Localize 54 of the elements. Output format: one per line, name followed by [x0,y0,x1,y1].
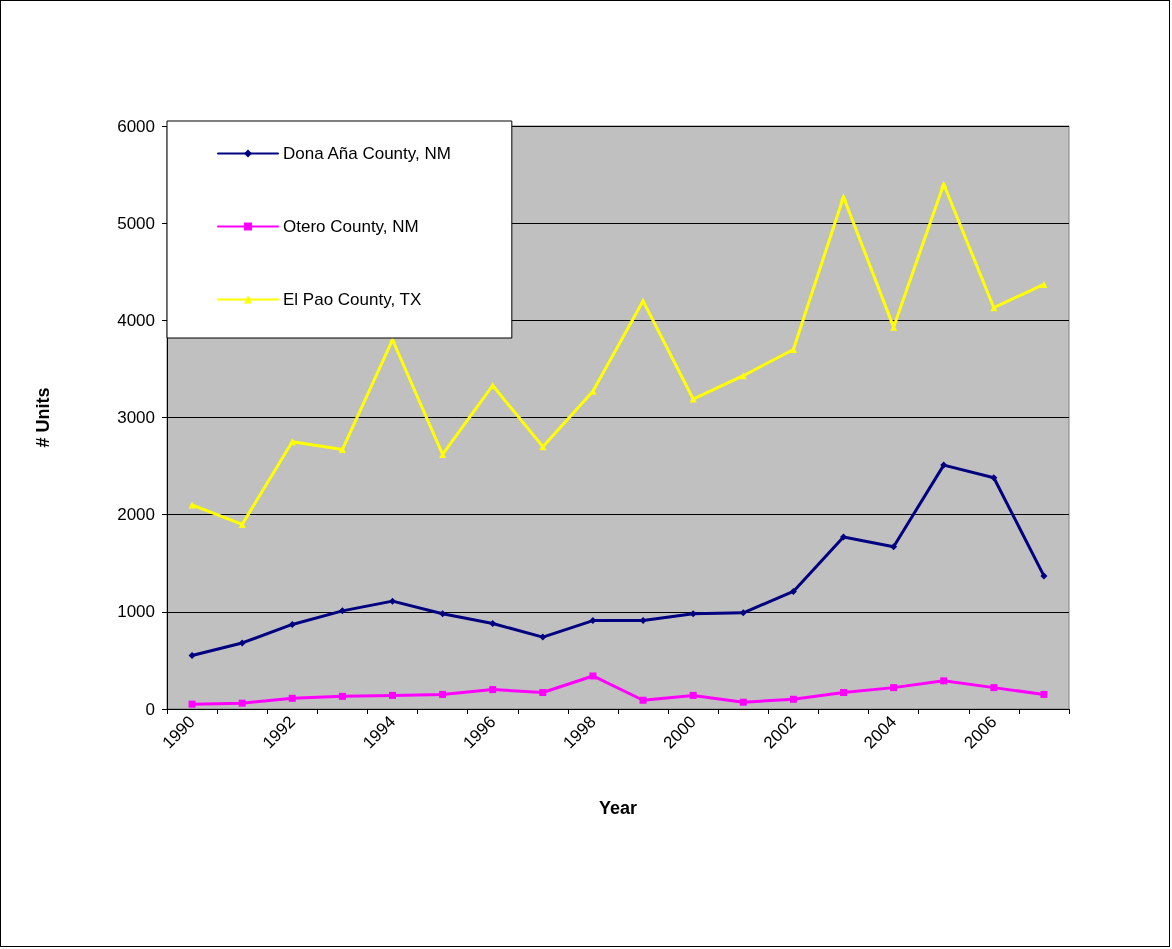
y-tick-label: 3000 [117,408,155,427]
point [288,694,296,702]
point [589,672,597,680]
point [188,700,196,708]
legend-label: Otero County, NM [283,217,419,236]
point [338,607,346,615]
x-axis-title: Year [598,798,638,818]
point [739,609,747,617]
point [338,446,346,454]
point [990,684,998,692]
point [840,193,847,201]
y-tick-label: 2000 [117,505,155,525]
legend-label: El Pao County, TX [283,290,422,309]
point [439,610,447,618]
point [789,695,797,703]
point [539,443,547,451]
point [940,677,948,685]
point [1040,690,1048,698]
point [840,688,847,696]
point [389,691,396,699]
point [940,461,948,469]
point [990,474,998,482]
point [890,543,898,551]
point [689,395,697,403]
point [639,696,647,704]
y-tick-label: 6000 [117,116,155,136]
point [188,652,196,660]
y-tick-label: 1000 [117,602,155,622]
point [389,597,396,605]
point [940,180,948,188]
point [439,690,447,698]
point [539,633,547,641]
y-tick-label: 4000 [117,310,155,330]
y-tick-label: 5000 [117,213,155,233]
point [739,698,747,706]
point [890,684,898,692]
point [1040,280,1048,288]
point [238,699,246,707]
point [1040,572,1048,580]
point [489,686,497,694]
point [238,639,246,647]
point [489,619,497,627]
point [238,520,246,528]
point [639,297,647,305]
point [539,688,547,696]
point [338,692,346,700]
point [689,610,697,618]
point [840,533,847,541]
point [789,587,797,595]
point [689,691,697,699]
legend-label: Dona Aña County, NM [283,144,451,163]
y-axis-title: # Units [33,387,53,448]
y-tick-label: 0 [145,699,155,719]
point [288,620,296,628]
